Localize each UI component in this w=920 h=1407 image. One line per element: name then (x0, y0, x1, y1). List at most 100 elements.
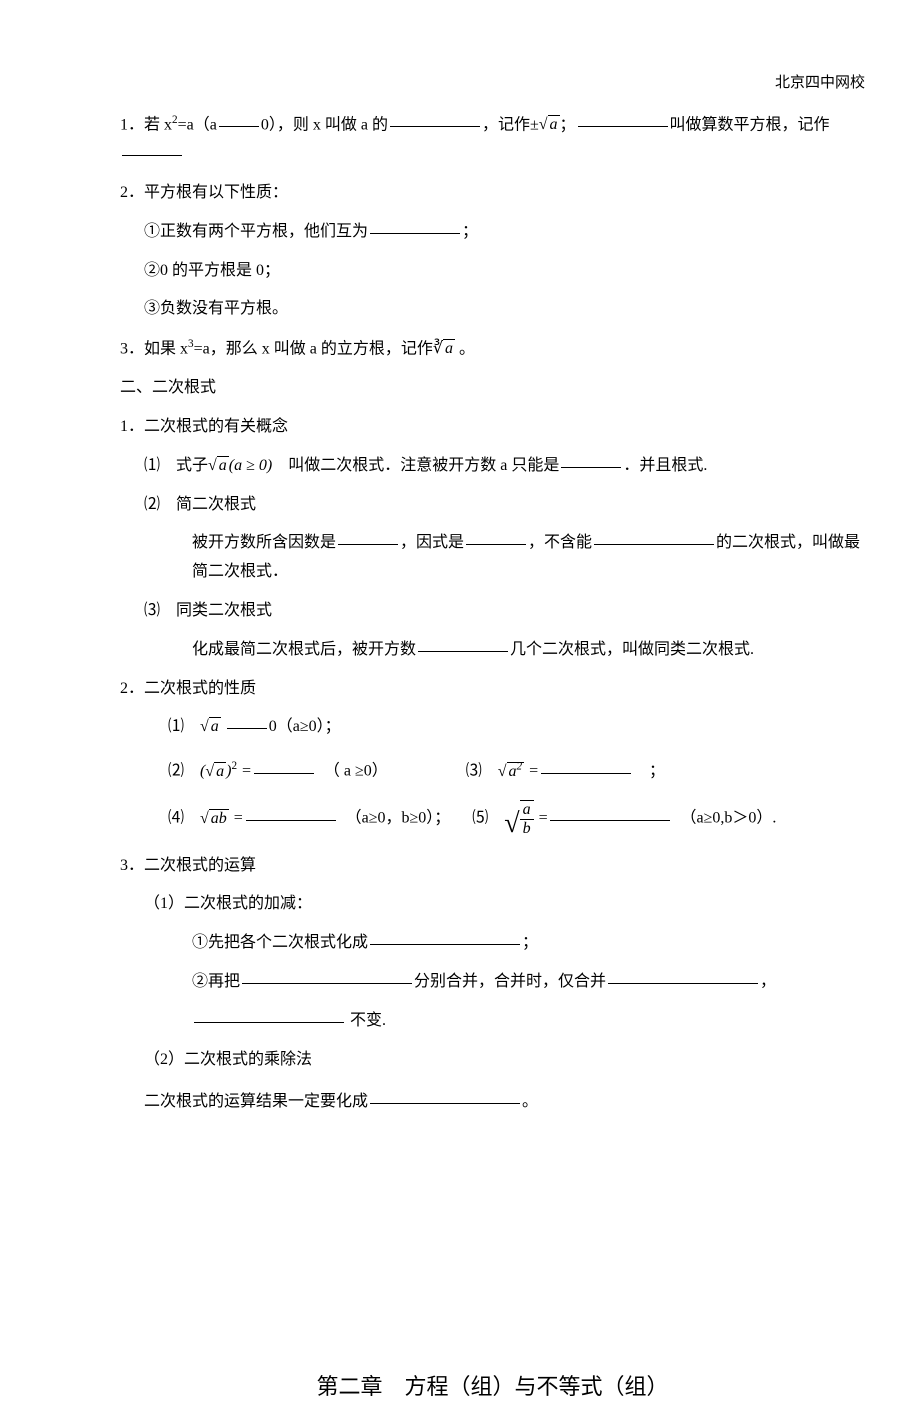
fill-blank[interactable] (254, 773, 314, 774)
sqrt-a: a (208, 452, 229, 481)
item-1: 1．若 x2=a（a0），则 x 叫做 a 的，记作±a；叫做算数平方根，记作 (120, 110, 865, 169)
document-body: 1．若 x2=a（a0），则 x 叫做 a 的，记作±a；叫做算数平方根，记作 … (120, 110, 865, 1407)
fill-blank[interactable] (390, 126, 480, 127)
text: 。 (522, 1093, 538, 1110)
numerator: a (520, 801, 534, 820)
fill-blank[interactable] (194, 1022, 344, 1023)
fill-blank[interactable] (541, 773, 631, 774)
item-2: 2．平方根有以下性质： (120, 179, 865, 208)
sqrt-a: a (200, 713, 221, 742)
section-3-end: 二次根式的运算结果一定要化成。 (120, 1088, 865, 1117)
text: ； (462, 223, 478, 240)
text: ⑸ (472, 810, 504, 827)
text: ②再把 (192, 973, 240, 990)
text: 化成最简二次根式后，被开方数 (192, 641, 416, 658)
text: 0），则 x 叫做 a 的 (261, 116, 388, 133)
fill-blank[interactable] (466, 544, 526, 545)
text: ⑴ 式子 (144, 457, 208, 474)
text: ⑵ (168, 763, 200, 780)
section-3-1-3: 不变. (120, 1007, 865, 1036)
text: 0（a≥0）； (269, 718, 341, 735)
section-1-3: ⑶ 同类二次根式 (120, 597, 865, 626)
section-1-3-body: 化成最简二次根式后，被开方数 几个二次根式，叫做同类二次根式. (120, 636, 865, 665)
fill-blank[interactable] (370, 944, 520, 945)
item-2-1: ①正数有两个平方根，他们互为 ； (120, 218, 865, 247)
fill-blank[interactable] (246, 820, 336, 821)
text: 1．若 x (120, 116, 172, 133)
text: ； (560, 116, 576, 133)
section-2: 2．二次根式的性质 (120, 675, 865, 704)
radicand: a (443, 339, 455, 357)
text: ①正数有两个平方根，他们互为 (144, 223, 368, 240)
fill-blank[interactable] (608, 983, 758, 984)
text: ⑴ (168, 718, 200, 735)
fill-blank[interactable] (578, 126, 668, 127)
text: ⑶ (466, 763, 498, 780)
radicand: ab (209, 809, 229, 827)
fill-blank[interactable] (227, 728, 267, 729)
text: 被开方数所含因数是 (192, 534, 336, 551)
text: ，不含能 (528, 534, 592, 551)
equals: = (534, 810, 549, 827)
section-3-1-1: ①先把各个二次根式化成 ； (120, 929, 865, 958)
section-3-2: （2）二次根式的乘除法 (120, 1046, 865, 1075)
section-1: 1．二次根式的有关概念 (120, 413, 865, 442)
fill-blank[interactable] (550, 820, 670, 821)
fill-blank[interactable] (418, 651, 508, 652)
text: 不变. (346, 1012, 386, 1029)
text: 叫做二次根式．注意被开方数 a 只能是 (272, 457, 559, 474)
radicand: a (217, 456, 229, 474)
header-brand: 北京四中网校 (775, 70, 865, 97)
radicand: a2 (507, 762, 525, 780)
section-1-2-body: 被开方数所含因数是，因式是，不含能的二次根式，叫做最简二次根式． (120, 529, 865, 587)
section-3: 3．二次根式的运算 (120, 852, 865, 881)
equals: = (229, 810, 244, 827)
fill-blank[interactable] (219, 126, 259, 127)
text: =a，那么 x 叫做 a 的立方根，记作 (194, 340, 433, 357)
section-2-row-4-5: ⑷ ab = （a≥0，b≥0）； ⑸ √ab = （a≥0,b＞0）. (120, 800, 865, 837)
text: ，因式是 (400, 534, 464, 551)
fill-blank[interactable] (370, 1103, 520, 1104)
text: ； (633, 763, 665, 780)
section-2-1: ⑴ a 0（a≥0）； (120, 713, 865, 742)
item-3: 3．如果 x3=a，那么 x 叫做 a 的立方根，记作a 。 (120, 334, 865, 364)
text: =a（a (178, 116, 217, 133)
cbrt-a: a (433, 335, 455, 364)
text: ， (760, 973, 776, 990)
text: ，记作± (482, 116, 539, 133)
radicand: a (214, 762, 226, 780)
item-2-3: ③负数没有平方根。 (120, 295, 865, 324)
section-3-1-2: ②再把 分别合并，合并时，仅合并 ， (120, 968, 865, 997)
text: （a≥0，b≥0）； (354, 810, 451, 827)
section-3-1: （1）二次根式的加减： (120, 890, 865, 919)
heading-2: 二、二次根式 (120, 374, 865, 403)
equals: = (524, 763, 539, 780)
superscript: 2 (517, 760, 523, 772)
text: ； (522, 934, 538, 951)
text: 3．如果 x (120, 340, 188, 357)
sqrt-a-sq: a2 (498, 756, 524, 786)
radicand: a (209, 717, 221, 735)
text: ⑷ (168, 810, 200, 827)
text: （a≥0,b＞0）. (688, 810, 776, 827)
item-2-2: ②0 的平方根是 0； (120, 257, 865, 286)
sqrt-a: a (539, 111, 560, 140)
text: 。 (455, 340, 475, 357)
fill-blank[interactable] (122, 155, 182, 156)
text: 叫做算数平方根，记作 (670, 116, 830, 133)
fill-blank[interactable] (594, 544, 714, 545)
fill-blank[interactable] (242, 983, 412, 984)
text: ①先把各个二次根式化成 (192, 934, 368, 951)
fill-blank[interactable] (561, 467, 621, 468)
radicand: a (548, 115, 560, 133)
fill-blank[interactable] (370, 233, 460, 234)
denominator: b (520, 820, 534, 838)
sqrt-ab: ab (200, 805, 229, 834)
section-1-1: ⑴ 式子a(a ≥ 0) 叫做二次根式．注意被开方数 a 只能是．并且根式. (120, 452, 865, 481)
text: 分别合并，合并时，仅合并 (414, 973, 606, 990)
text: 几个二次根式，叫做同类二次根式. (510, 641, 754, 658)
equals: = (237, 763, 252, 780)
fill-blank[interactable] (338, 544, 398, 545)
text: （ a ≥0） (332, 763, 388, 780)
sqrt-a: a (205, 758, 226, 787)
